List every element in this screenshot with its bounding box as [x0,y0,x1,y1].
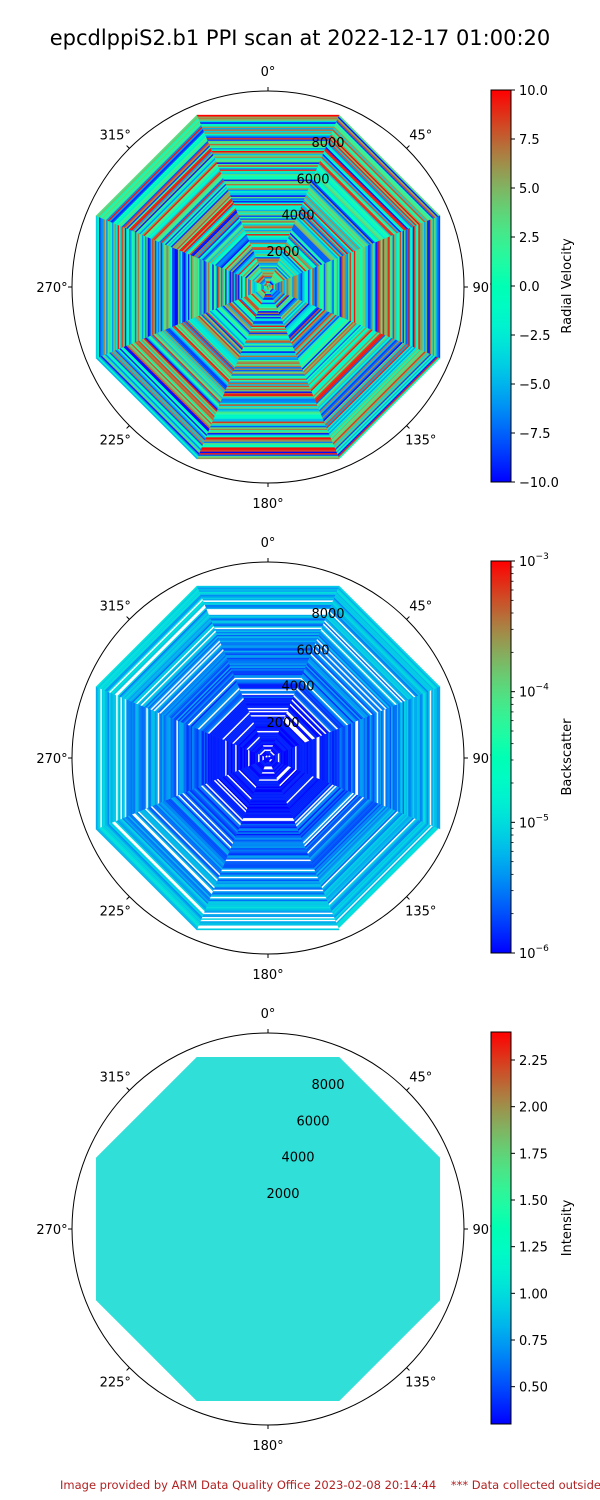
radial-tick-label: 2000 [266,245,299,260]
angle-tick-label: 225° [100,1376,131,1391]
colorbar-tick-label: 1.00 [519,1287,548,1302]
angle-tick-label: 45° [409,128,432,143]
angle-tick [406,896,410,900]
colorbar-tick-label: −10.0 [519,476,559,491]
angle-tick-label: 315° [100,599,131,614]
colorbar [490,89,512,483]
colorbar-label: Intensity [560,1199,575,1256]
backscatter-panel: 0° 45° 90° 135° 180° 225° 270° 315° 2000 4000 6000… [36,536,575,981]
angle-tick-label: 180° [252,1439,283,1452]
radial-tick-label: 4000 [281,209,314,224]
angle-tick-label: 180° [252,968,283,981]
colorbar-tick-label: 10−5 [519,813,549,831]
colorbar-label: Backscatter [560,718,575,796]
colorbar [490,560,512,954]
angle-tick [126,896,130,900]
angle-tick-label: 135° [405,1376,436,1391]
radial-velocity-panel: 0° 45° 90° 135° 180° 225° 270° 315° 2000 4000 6000… [36,65,575,510]
colorbar [490,1031,512,1425]
angle-tick-label: 90° [472,281,495,296]
angle-tick [126,145,130,149]
colorbar-tick-label: 2.25 [519,1054,548,1069]
angle-tick-label: 225° [100,905,131,920]
footer-provided: Image provided by ARM Data Quality Offic… [60,1478,437,1492]
angle-tick-label: 270° [36,1223,67,1238]
angle-tick-label: 45° [409,599,432,614]
angle-tick-label: 0° [261,65,276,80]
angle-tick-label: 90° [472,752,495,767]
angle-tick-label: 315° [100,128,131,143]
colorbar-tick-label: 0.50 [519,1381,548,1396]
footer-notice: *** Data collected outside [450,1478,600,1492]
angle-tick [406,1087,410,1091]
angle-tick [406,616,410,620]
radial-tick-label: 4000 [281,1151,314,1166]
colorbar-tick-label: 10−6 [519,944,549,962]
colorbar-tick-label: 1.50 [519,1194,548,1209]
figure-title: epcdlppiS2.b1 PPI scan at 2022-12-17 01:… [49,26,551,50]
colorbar-tick-label: 10−3 [519,552,549,570]
angle-tick-label: 90° [472,1223,495,1238]
angle-tick [126,1367,130,1371]
radial-tick-label: 6000 [296,643,329,658]
radial-tick-label: 2000 [266,716,299,731]
angle-tick-label: 270° [36,752,67,767]
data-field [95,1056,441,1402]
angle-tick [406,1367,410,1371]
colorbar-label: Radial Velocity [560,238,575,334]
angle-tick [126,425,130,429]
angle-tick [126,616,130,620]
angle-tick [406,425,410,429]
data-field [95,585,441,931]
angle-tick-label: 0° [261,1007,276,1022]
colorbar-tick-label: 0.75 [519,1334,548,1349]
colorbar-tick-label: 5.0 [519,182,540,197]
angle-tick-label: 225° [100,434,131,449]
colorbar-tick-label: 2.00 [519,1101,548,1116]
colorbar-tick-label: 1.75 [519,1147,548,1162]
data-field [95,114,441,460]
colorbar-tick-label: 1.25 [519,1241,548,1256]
colorbar-tick-label: 7.5 [519,133,540,148]
angle-tick-label: 315° [100,1070,131,1085]
angle-tick-label: 135° [405,434,436,449]
uniform-field [95,1056,441,1402]
colorbar-tick-label: 2.5 [519,231,540,246]
colorbar-tick-label: −2.5 [519,329,551,344]
angle-tick [406,145,410,149]
footer-credit: Image provided by ARM Data Quality Offic… [60,1478,600,1492]
radial-tick-label: 8000 [311,1078,344,1093]
angle-tick-label: 135° [405,905,436,920]
angle-tick-label: 45° [409,1070,432,1085]
radial-tick-label: 6000 [296,172,329,187]
intensity-panel: 0° 45° 90° 135° 180° 225° 270° 315° 2000 4000 6000… [36,1007,575,1452]
colorbar-tick-label: 10−4 [519,683,549,701]
angle-tick-label: 0° [261,536,276,551]
colorbar-tick-label: 0.0 [519,280,540,295]
radial-tick-label: 8000 [311,607,344,622]
radial-tick-label: 8000 [311,136,344,151]
colorbar-tick-label: −7.5 [519,427,551,442]
angle-tick-label: 180° [252,497,283,510]
radial-tick-label: 6000 [296,1114,329,1129]
radial-tick-label: 2000 [266,1187,299,1202]
angle-tick-label: 270° [36,281,67,296]
angle-tick [126,1087,130,1091]
radial-tick-label: 4000 [281,680,314,695]
colorbar-tick-label: −5.0 [519,378,551,393]
colorbar-tick-label: 10.0 [519,84,548,99]
